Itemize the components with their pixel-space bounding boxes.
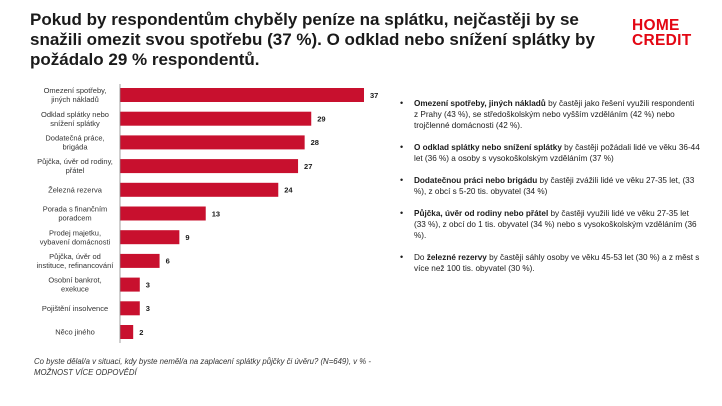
category-label: Omezení spotřeby, jiných nákladů bbox=[44, 86, 107, 104]
finding-item: O odklad splátky nebo snížení splátky by… bbox=[400, 142, 700, 164]
logo-line-1: HOME bbox=[632, 17, 680, 34]
bar-value-label: 29 bbox=[317, 115, 325, 124]
finding-pre: Do bbox=[414, 253, 427, 262]
bar bbox=[120, 325, 134, 339]
slide-title: Pokud by respondentům chyběly peníze na … bbox=[30, 10, 595, 69]
finding-text: by častěji požádali lidé ve věku 36-44 l… bbox=[414, 143, 700, 163]
bar bbox=[120, 230, 180, 245]
bar-value-label: 2 bbox=[139, 328, 143, 337]
finding-bold: Půjčka, úvěr od rodiny nebo přátel bbox=[414, 209, 549, 218]
category-label-line: snížení splátky bbox=[50, 119, 100, 128]
category-label-line: přátel bbox=[66, 166, 85, 175]
category-label-line: Půjčka, úvěr od bbox=[49, 252, 101, 261]
finding-text: by častěji využili lidé ve věku 27-35 le… bbox=[414, 209, 697, 240]
finding-item: Omezení spotřeby, jiných nákladů by čast… bbox=[400, 98, 700, 131]
bar-value-label: 6 bbox=[166, 257, 170, 266]
category-label: Odklad splátky nebo snížení splátky bbox=[41, 110, 109, 128]
category-label: Pojištění insolvence bbox=[42, 304, 108, 313]
bar bbox=[120, 135, 305, 150]
finding-item: Půjčka, úvěr od rodiny nebo přátel by ča… bbox=[400, 208, 700, 241]
bar-value-label: 3 bbox=[146, 304, 150, 313]
bar bbox=[120, 182, 279, 197]
category-label-line: brigáda bbox=[62, 143, 88, 152]
bar-value-label: 37 bbox=[370, 91, 378, 100]
finding-text: by častěji zvážili lidé ve věku 27-35 le… bbox=[414, 176, 695, 196]
bar bbox=[120, 111, 312, 126]
bar bbox=[120, 159, 299, 174]
findings-list: Omezení spotřeby, jiných nákladů by čast… bbox=[400, 98, 700, 285]
finding-text: by častěji sáhly osoby ve věku 45-53 let… bbox=[414, 253, 700, 273]
finding-item: Do železné rezervy by častěji sáhly osob… bbox=[400, 252, 700, 274]
category-label-line: jiných nákladů bbox=[50, 95, 99, 104]
category-label-line: Prodej majetku, bbox=[49, 228, 101, 237]
finding-bold: železné rezervy bbox=[426, 253, 487, 262]
category-label-line: Půjčka, úvěr od rodiny, bbox=[37, 157, 113, 166]
bar bbox=[120, 277, 140, 292]
home-credit-logo: HOME CREDIT bbox=[632, 17, 704, 49]
category-label: Osobní bankrot, exekuce bbox=[48, 276, 101, 294]
bar-value-label: 28 bbox=[311, 138, 319, 147]
category-label-line: instituce, refinancování bbox=[37, 261, 115, 270]
category-label: Půjčka, úvěr od rodiny, přátel bbox=[37, 157, 113, 175]
bar-value-label: 24 bbox=[284, 186, 293, 195]
category-label: Něco jiného bbox=[55, 328, 95, 337]
logo-line-2: CREDIT bbox=[632, 32, 692, 49]
category-label-line: Železná rezerva bbox=[48, 185, 103, 194]
bar-value-label: 27 bbox=[304, 162, 312, 171]
category-label-line: exekuce bbox=[61, 285, 89, 294]
category-label-line: Osobní bankrot, bbox=[48, 276, 101, 285]
category-label: Dodatečná práce, brigáda bbox=[45, 134, 104, 152]
bar bbox=[120, 253, 160, 268]
category-label-line: poradcem bbox=[58, 214, 91, 223]
question-footnote: Co byste dělal/a v situaci, kdy byste ne… bbox=[34, 357, 371, 377]
bar bbox=[120, 206, 206, 221]
finding-text: by častěji jako řešení využili responden… bbox=[414, 99, 695, 130]
category-label-line: Dodatečná práce, bbox=[45, 134, 104, 143]
category-label-line: Něco jiného bbox=[55, 328, 95, 337]
category-label-line: Omezení spotřeby, bbox=[44, 86, 107, 95]
finding-bold: Dodatečnou práci nebo brigádu bbox=[414, 176, 538, 185]
category-label: Prodej majetku, vybavení domácnosti bbox=[40, 228, 111, 246]
finding-item: Dodatečnou práci nebo brigádu by častěji… bbox=[400, 175, 700, 197]
category-label-line: Pojištění insolvence bbox=[42, 304, 108, 313]
category-label: Železná rezerva bbox=[48, 185, 103, 194]
category-label-line: Odklad splátky nebo bbox=[41, 110, 109, 119]
bar-value-label: 3 bbox=[146, 280, 150, 289]
bar-value-label: 13 bbox=[212, 209, 220, 218]
bar-value-label: 9 bbox=[185, 233, 189, 242]
finding-bold: Omezení spotřeby, jiných nákladů bbox=[414, 99, 546, 108]
category-label: Půjčka, úvěr od instituce, refinancování bbox=[37, 252, 115, 270]
finding-bold: O odklad splátky nebo snížení splátky bbox=[414, 143, 562, 152]
category-label-line: Porada s finančním bbox=[43, 205, 108, 214]
bar bbox=[120, 301, 140, 316]
bar bbox=[120, 88, 364, 102]
category-label: Porada s finančním poradcem bbox=[43, 205, 108, 223]
category-label-line: vybavení domácnosti bbox=[40, 237, 111, 246]
